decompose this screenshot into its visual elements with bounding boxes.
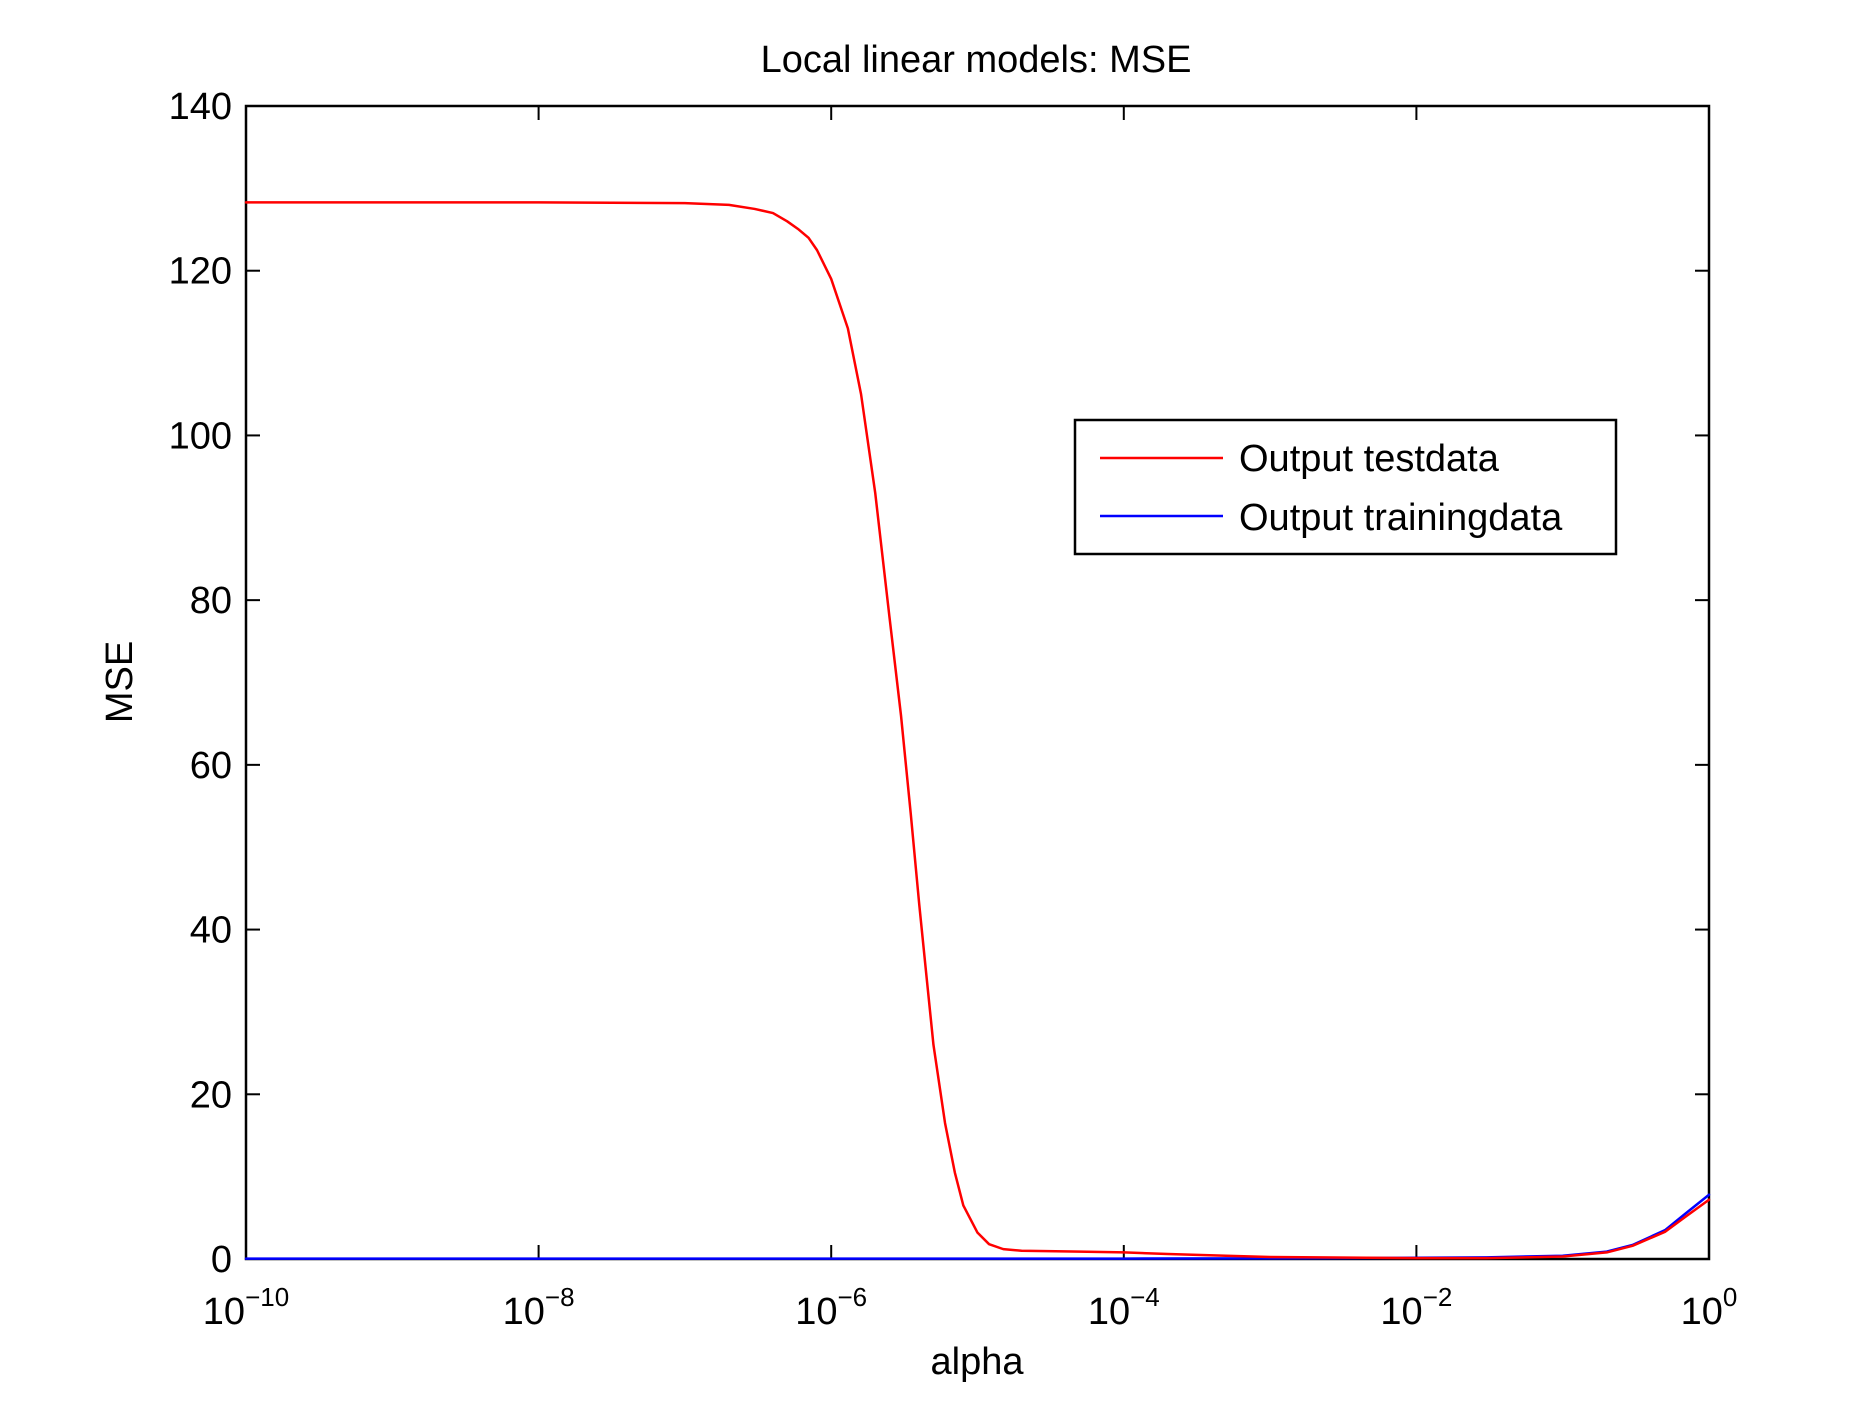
y-axis-label: MSE bbox=[99, 641, 141, 723]
x-tick-exponent: −2 bbox=[1423, 1282, 1453, 1312]
y-tick-label: 40 bbox=[190, 910, 232, 952]
series-line-testdata bbox=[244, 201, 1711, 1260]
x-tick-base: 10 bbox=[1681, 1291, 1723, 1333]
x-tick-base: 10 bbox=[503, 1291, 545, 1333]
plot-area bbox=[244, 104, 1711, 1261]
x-tick-base: 10 bbox=[1088, 1291, 1130, 1333]
legend: Output testdata Output trainingdata bbox=[1073, 418, 1618, 556]
y-tick-label: 100 bbox=[169, 415, 232, 457]
x-tick-exponent: −6 bbox=[838, 1282, 868, 1312]
x-tick-base: 10 bbox=[1380, 1291, 1422, 1333]
x-tick-label: 10−6 bbox=[795, 1282, 867, 1333]
x-tick-exponent: −10 bbox=[245, 1282, 289, 1312]
y-tick-label: 60 bbox=[190, 745, 232, 787]
series-lines bbox=[244, 201, 1711, 1260]
legend-label-trainingdata: Output trainingdata bbox=[1239, 497, 1563, 539]
y-tick-label: 140 bbox=[169, 86, 232, 128]
x-tick-labels: 10−10 10−8 10−6 10−4 10−2 100 bbox=[203, 1282, 1738, 1333]
x-tick-base: 10 bbox=[795, 1291, 837, 1333]
y-tick-label: 80 bbox=[190, 580, 232, 622]
x-tick-exponent: −4 bbox=[1130, 1282, 1160, 1312]
x-axis-label: alpha bbox=[931, 1341, 1025, 1383]
y-tick-label: 20 bbox=[190, 1074, 232, 1116]
legend-box bbox=[1073, 418, 1618, 556]
y-tick-label: 120 bbox=[169, 251, 232, 293]
y-tick-label: 0 bbox=[211, 1239, 232, 1281]
x-tick-label: 10−2 bbox=[1380, 1282, 1452, 1333]
chart-title: Local linear models: MSE bbox=[761, 39, 1192, 81]
x-tick-label: 10−8 bbox=[503, 1282, 575, 1333]
x-tick-exponent: −8 bbox=[545, 1282, 575, 1312]
x-tick-base: 10 bbox=[203, 1291, 245, 1333]
legend-label-testdata: Output testdata bbox=[1239, 438, 1500, 480]
y-tick-labels: 0 20 40 60 80 100 120 140 bbox=[169, 86, 232, 1281]
x-tick-label: 10−10 bbox=[203, 1282, 289, 1333]
x-tick-label: 10−4 bbox=[1088, 1282, 1160, 1333]
axis-ticks bbox=[245, 105, 1710, 1260]
x-tick-exponent: 0 bbox=[1723, 1282, 1737, 1312]
x-tick-label: 100 bbox=[1681, 1282, 1738, 1333]
plot-frame bbox=[244, 104, 1711, 1261]
